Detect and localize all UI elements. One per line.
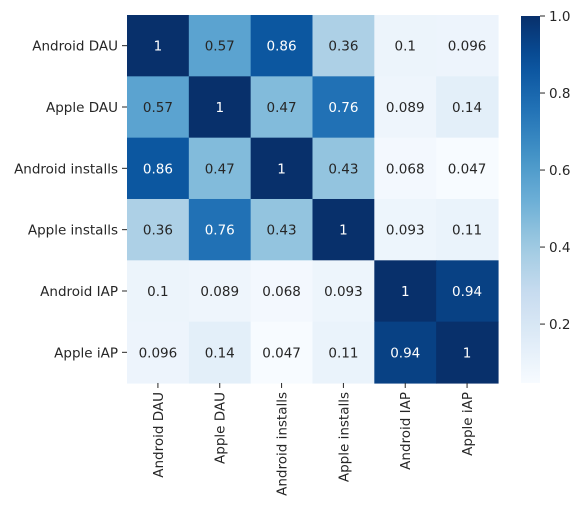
y-tick-label-4: Android IAP — [40, 284, 118, 300]
cell-label-2-0: 0.86 — [143, 161, 173, 177]
cell-label-1-5: 0.14 — [452, 100, 482, 116]
x-tick-label-4: Android IAP — [398, 392, 414, 470]
colorbar-tick-label-4: 1.0 — [549, 9, 570, 25]
cell-label-1-0: 0.57 — [143, 100, 173, 116]
cell-label-5-2: 0.047 — [262, 345, 301, 361]
y-tick-label-3: Apple installs — [28, 223, 118, 239]
x-tick-label-2: Android installs — [275, 392, 291, 496]
cell-label-0-4: 0.1 — [394, 39, 415, 55]
colorbar-tick-label-3: 0.8 — [549, 86, 570, 102]
cell-label-4-1: 0.089 — [200, 284, 239, 300]
y-tick-label-5: Apple iAP — [54, 345, 118, 361]
y-tick-label-0: Android DAU — [32, 39, 118, 55]
cell-label-2-2: 1 — [277, 161, 286, 177]
cell-label-2-3: 0.43 — [328, 161, 358, 177]
cell-label-5-4: 0.94 — [390, 345, 420, 361]
cell-label-3-3: 1 — [339, 223, 348, 239]
cell-label-4-0: 0.1 — [147, 284, 168, 300]
cell-label-4-4: 1 — [401, 284, 410, 300]
cell-label-0-5: 0.096 — [448, 39, 487, 55]
colorbar-tick-label-1: 0.4 — [549, 240, 570, 256]
colorbar-axis: 0.2 0.4 0.6 0.8 1.0 — [540, 9, 570, 333]
cell-label-3-5: 0.11 — [452, 223, 482, 239]
cell-label-5-1: 0.14 — [205, 345, 235, 361]
y-tick-label-1: Apple DAU — [46, 100, 118, 116]
cell-label-3-2: 0.43 — [267, 223, 297, 239]
cell-label-4-5: 0.94 — [452, 284, 482, 300]
cell-label-5-0: 0.096 — [139, 345, 178, 361]
x-axis: Android DAU Apple DAU Android installs Appl… — [151, 383, 476, 496]
x-tick-label-5: Apple iAP — [460, 392, 476, 456]
cell-label-1-2: 0.47 — [267, 100, 297, 116]
cell-label-5-3: 0.11 — [328, 345, 358, 361]
cell-label-0-2: 0.86 — [267, 39, 297, 55]
cell-label-4-2: 0.068 — [262, 284, 301, 300]
cell-label-0-3: 0.36 — [328, 39, 358, 55]
cell-label-2-1: 0.47 — [205, 161, 235, 177]
cell-label-0-1: 0.57 — [205, 39, 235, 55]
cell-label-3-1: 0.76 — [205, 223, 235, 239]
x-tick-label-3: Apple installs — [336, 392, 352, 482]
heatmap-cells — [127, 15, 499, 384]
colorbar-tick-label-0: 0.2 — [549, 317, 570, 333]
colorbar — [521, 16, 540, 383]
cell-label-3-0: 0.36 — [143, 223, 173, 239]
colorbar-tick-label-2: 0.6 — [549, 163, 570, 179]
cell-label-2-4: 0.068 — [386, 161, 425, 177]
cell-label-0-0: 1 — [154, 39, 163, 55]
x-tick-label-1: Apple DAU — [213, 392, 229, 464]
y-axis: Android DAU Apple DAU Android installs Appl… — [14, 39, 127, 362]
cell-label-3-4: 0.093 — [386, 223, 425, 239]
cell-label-1-3: 0.76 — [328, 100, 358, 116]
cell-label-4-3: 0.093 — [324, 284, 363, 300]
cell-label-1-1: 1 — [215, 100, 224, 116]
cell-label-5-5: 1 — [463, 345, 472, 361]
x-tick-label-0: Android DAU — [151, 392, 167, 478]
cell-label-2-5: 0.047 — [448, 161, 487, 177]
y-tick-label-2: Android installs — [14, 161, 118, 177]
cell-label-1-4: 0.089 — [386, 100, 425, 116]
